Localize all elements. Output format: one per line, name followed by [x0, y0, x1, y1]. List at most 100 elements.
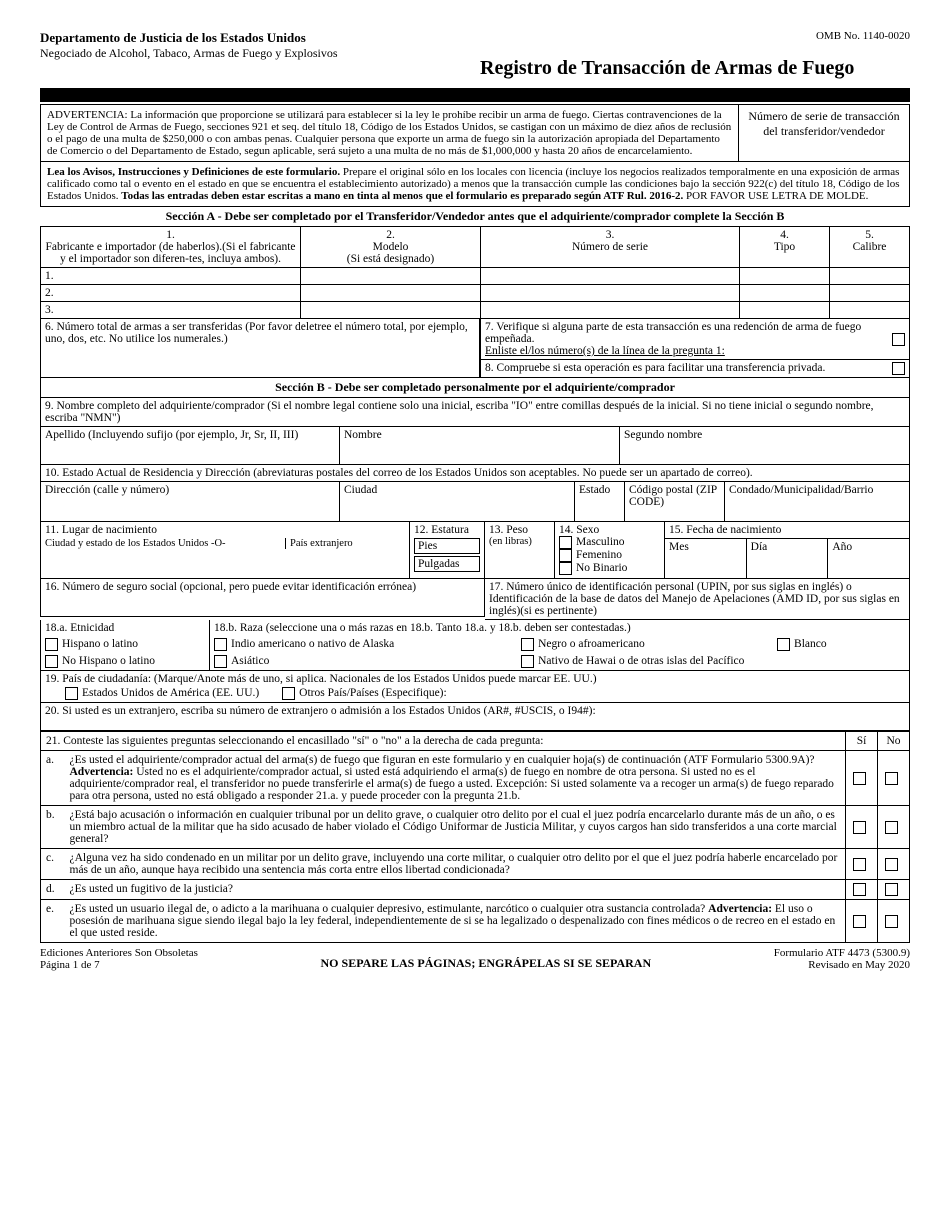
q15-mes[interactable]: Mes: [665, 539, 746, 578]
qb-si[interactable]: [853, 821, 866, 834]
firearm-table: 1. Fabricante e importador (de haberlos)…: [40, 226, 910, 319]
row3-num[interactable]: 3.: [41, 302, 301, 319]
q9-fields: Apellido (Incluyendo sufijo (por ejemplo…: [40, 427, 910, 465]
q6[interactable]: 6. Número total de armas a ser transferi…: [40, 319, 480, 378]
cb-nobinario[interactable]: [559, 562, 572, 575]
cb-hispano[interactable]: [45, 638, 58, 651]
qa-letter: a.: [41, 751, 65, 806]
row2-num[interactable]: 2.: [41, 285, 301, 302]
instructions-lead: Lea los Avisos, Instrucciones y Definici…: [47, 166, 340, 178]
q14a: Masculino: [576, 536, 625, 548]
footer-left: Ediciones Anteriores Son Obsoletas: [40, 947, 198, 959]
col3-num: 3.: [606, 229, 615, 241]
qc-letter: c.: [41, 849, 65, 880]
warning-text: ADVERTENCIA: La información que proporci…: [41, 105, 739, 161]
col1-label: Fabricante e importador (de haberlos).(S…: [45, 241, 295, 265]
q18a: 18.a. Etnicidad: [45, 622, 205, 634]
q9-apellido[interactable]: Apellido (Incluyendo sufijo (por ejemplo…: [40, 427, 340, 465]
row1-num[interactable]: 1.: [41, 268, 301, 285]
q10-zip[interactable]: Código postal (ZIP CODE): [625, 482, 725, 522]
footer-center: NO SEPARE LAS PÁGINAS; ENGRÁPELAS SI SE …: [321, 956, 652, 971]
qc-text: ¿Alguna vez ha sido condenado en un mili…: [65, 849, 846, 880]
no-header: No: [878, 732, 910, 751]
col5-num: 5.: [865, 229, 874, 241]
cb-asiatico[interactable]: [214, 655, 227, 668]
qb-letter: b.: [41, 806, 65, 849]
qe-letter: e.: [41, 900, 65, 943]
table-row: 1.: [41, 268, 910, 285]
cb-negro[interactable]: [521, 638, 534, 651]
instructions-tail: POR FAVOR USE LETRA DE MOLDE.: [683, 190, 868, 202]
qb-no[interactable]: [885, 821, 898, 834]
cb-masculino[interactable]: [559, 536, 572, 549]
q20[interactable]: 20. Si usted es un extranjero, escriba s…: [40, 703, 910, 731]
qe-no[interactable]: [885, 915, 898, 928]
q18b: 18.b. Raza (seleccione una o más razas e…: [214, 622, 905, 634]
si-header: Sí: [846, 732, 878, 751]
qa-no[interactable]: [885, 772, 898, 785]
q19a: Estados Unidos de América (EE. UU.): [82, 687, 259, 699]
col5-label: Calibre: [853, 241, 887, 253]
footer-page: Página 1 de 7: [40, 959, 198, 971]
col4-num: 4.: [780, 229, 789, 241]
q10-ciudad[interactable]: Ciudad: [340, 482, 575, 522]
q15-dia[interactable]: Día: [746, 539, 828, 578]
qd-no[interactable]: [885, 883, 898, 896]
department: Departamento de Justicia de los Estados …: [40, 30, 338, 46]
q10: 10. Estado Actual de Residencia y Direcc…: [40, 465, 910, 482]
q12-pulgadas[interactable]: Pulgadas: [414, 556, 480, 572]
q9-nombre[interactable]: Nombre: [340, 427, 620, 465]
col4-label: Tipo: [774, 241, 795, 253]
q13a: (en libras): [489, 536, 550, 547]
q7-q8: 7. Verifique si alguna parte de esta tra…: [480, 319, 910, 378]
qe-si[interactable]: [853, 915, 866, 928]
footer: Ediciones Anteriores Son Obsoletas Págin…: [40, 947, 910, 971]
q14c: No Binario: [576, 562, 627, 574]
q18a2: No Hispano o latino: [62, 655, 155, 667]
qc-no[interactable]: [885, 858, 898, 871]
q10-fields: Dirección (calle y número) Ciudad Estado…: [40, 482, 910, 522]
cb-blanco[interactable]: [777, 638, 790, 651]
cb-nohispano[interactable]: [45, 655, 58, 668]
qd-si[interactable]: [853, 883, 866, 896]
cb-eeuu[interactable]: [65, 687, 78, 700]
q11b: País extranjero: [285, 538, 405, 549]
q10-estado[interactable]: Estado: [575, 482, 625, 522]
q8-text: 8. Compruebe si esta operación es para f…: [485, 362, 825, 374]
qd-letter: d.: [41, 880, 65, 900]
bureau: Negociado de Alcohol, Tabaco, Armas de F…: [40, 46, 338, 61]
q18a1: Hispano o latino: [62, 638, 138, 650]
q9: 9. Nombre completo del adquiriente/compr…: [40, 398, 910, 427]
q16-17-row: 16. Número de seguro social (opcional, p…: [40, 579, 910, 620]
q11: 11. Lugar de nacimiento: [45, 524, 405, 536]
qc-si[interactable]: [853, 858, 866, 871]
q21-table: 21. Conteste las siguientes preguntas se…: [40, 731, 910, 943]
q9-segundo[interactable]: Segundo nombre: [620, 427, 910, 465]
q15-ano[interactable]: Año: [827, 539, 909, 578]
q17[interactable]: 17. Número único de identificación perso…: [485, 579, 910, 620]
q18b4: Nativo de Hawai o de otras islas del Pac…: [538, 655, 744, 667]
cb-indio[interactable]: [214, 638, 227, 651]
q12-pies[interactable]: Pies: [414, 538, 480, 554]
qa-si[interactable]: [853, 772, 866, 785]
q7-checkbox[interactable]: [892, 333, 905, 346]
footer-rev: Revisado en May 2020: [774, 959, 910, 971]
q18b1: Indio americano o nativo de Alaska: [231, 638, 394, 650]
q8-checkbox[interactable]: [892, 362, 905, 375]
qe-text: ¿Es usted un usuario ilegal de, o adicto…: [65, 900, 846, 943]
cb-hawai[interactable]: [521, 655, 534, 668]
q10-condado[interactable]: Condado/Municipalidad/Barrio: [725, 482, 910, 522]
q16[interactable]: 16. Número de seguro social (opcional, p…: [40, 579, 485, 617]
warning-box: ADVERTENCIA: La información que proporci…: [40, 104, 910, 162]
col2-num: 2.: [386, 229, 395, 241]
col2-sub: (Si está designado): [347, 253, 435, 265]
q12: 12. Estatura: [414, 524, 480, 536]
divider-bar: [40, 88, 910, 102]
cb-femenino[interactable]: [559, 549, 572, 562]
form-title: Registro de Transacción de Armas de Fueg…: [480, 57, 910, 80]
q10-direccion[interactable]: Dirección (calle y número): [40, 482, 340, 522]
omb-number: OMB No. 1140-0020: [816, 30, 910, 42]
cb-otros[interactable]: [282, 687, 295, 700]
q7-text: 7. Verifique si alguna parte de esta tra…: [485, 321, 861, 345]
q13: 13. Peso: [489, 524, 550, 536]
